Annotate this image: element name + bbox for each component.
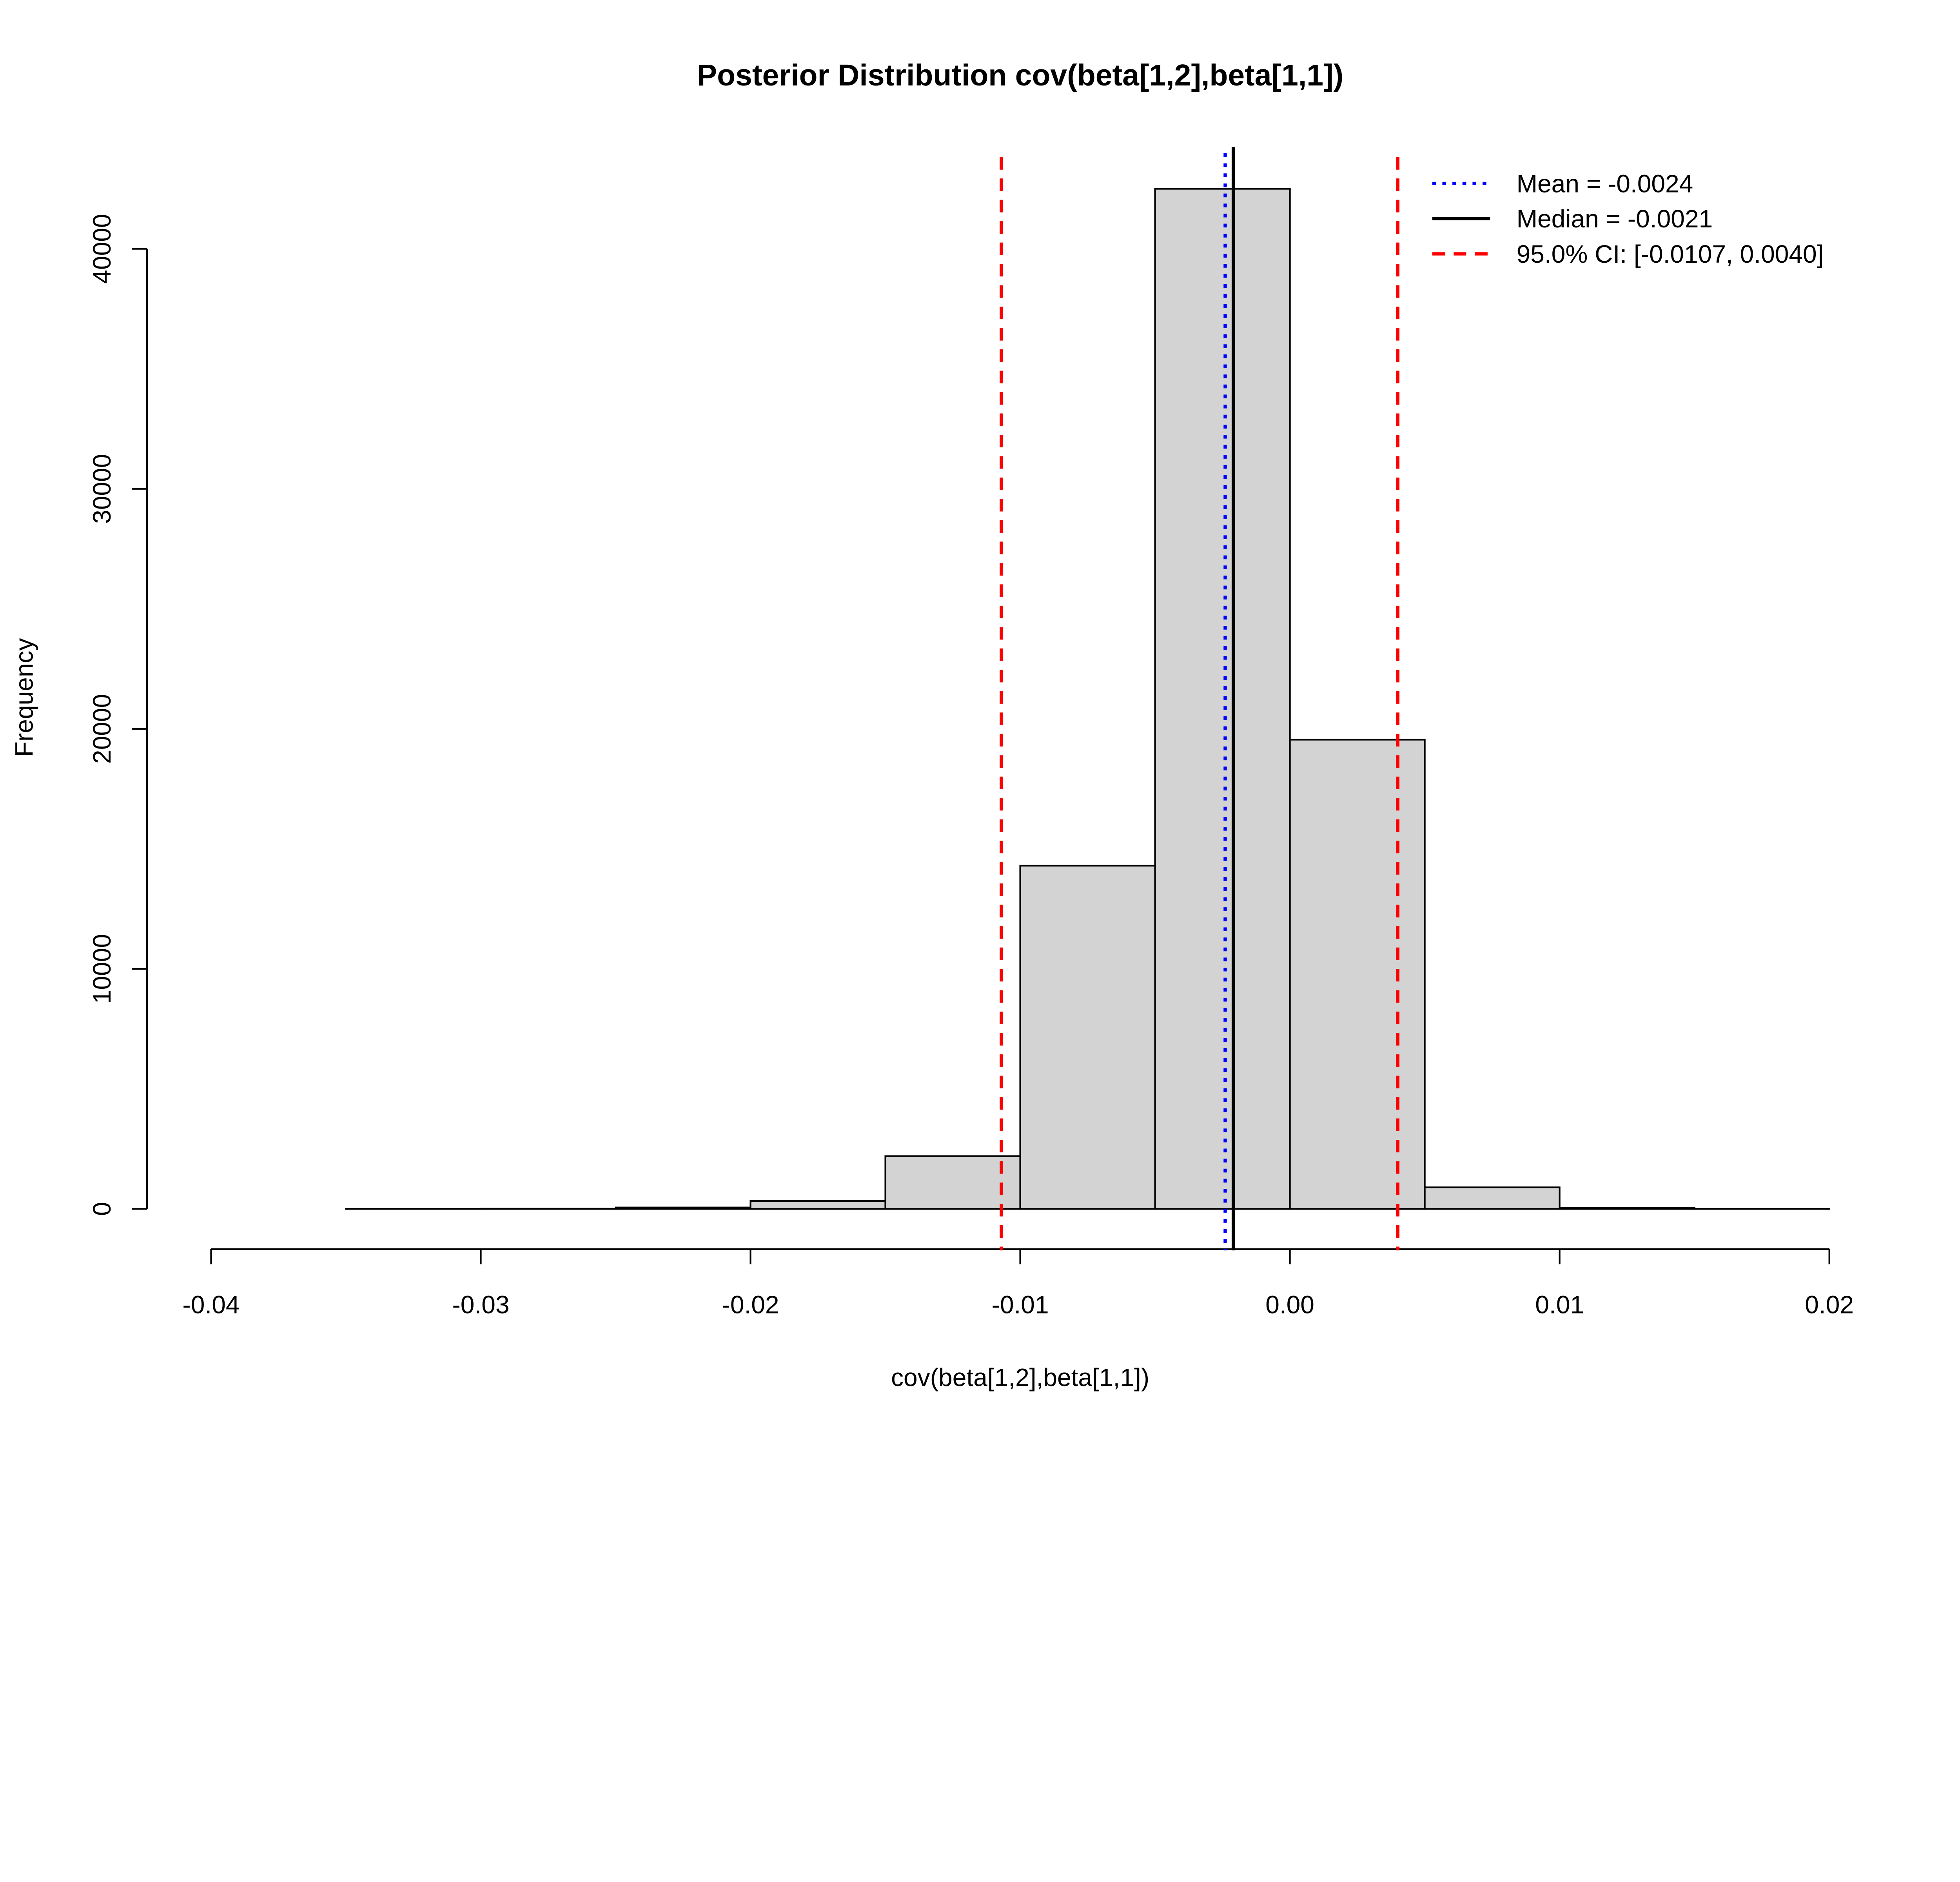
x-tick-label: 0.02 xyxy=(1805,1290,1854,1319)
y-tick-label: 30000 xyxy=(88,454,116,524)
chart-container: Posterior Distribution cov(beta[1,2],bet… xyxy=(10,58,1854,1392)
x-tick-label: 0.01 xyxy=(1535,1290,1584,1319)
legend-label: Mean = -0.0024 xyxy=(1517,169,1693,198)
x-axis-label: cov(beta[1,2],beta[1,1]) xyxy=(891,1363,1149,1392)
histogram-chart: Posterior Distribution cov(beta[1,2],bet… xyxy=(10,58,1854,1392)
y-tick-label: 20000 xyxy=(88,694,116,764)
y-axis: 0 10000 20000 30000 40000 xyxy=(88,214,148,1216)
chart-title: Posterior Distribution cov(beta[1,2],bet… xyxy=(697,58,1343,92)
x-tick-label: 0.00 xyxy=(1265,1290,1314,1319)
x-tick-label: -0.04 xyxy=(182,1290,240,1319)
histogram-bar xyxy=(1424,1186,1561,1210)
y-tick-label: 10000 xyxy=(88,934,116,1004)
histogram-bar xyxy=(1019,865,1156,1210)
histogram-bar xyxy=(1154,188,1291,1210)
histogram-bar xyxy=(750,1200,886,1210)
x-axis: -0.04 -0.03 -0.02 -0.01 0.00 0.01 0.02 xyxy=(182,1248,1854,1319)
y-tick-label: 40000 xyxy=(88,214,116,283)
legend: Mean = -0.0024 Median = -0.0021 95.0% CI: … xyxy=(1432,169,1824,268)
bars-group xyxy=(345,188,1830,1210)
x-tick-label: -0.02 xyxy=(722,1290,779,1319)
x-tick-label: -0.01 xyxy=(992,1290,1049,1319)
histogram-bar xyxy=(1289,739,1426,1210)
legend-label: 95.0% CI: [-0.0107, 0.0040] xyxy=(1517,240,1824,268)
x-tick-label: -0.03 xyxy=(452,1290,509,1319)
y-axis-label: Frequency xyxy=(10,638,38,757)
histogram-bar xyxy=(615,1206,751,1210)
reference-lines xyxy=(1000,147,1399,1251)
y-tick-label: 0 xyxy=(88,1202,116,1216)
legend-label: Median = -0.0021 xyxy=(1517,205,1713,233)
histogram-bar xyxy=(1559,1207,1695,1210)
histogram-bar xyxy=(884,1155,1021,1210)
